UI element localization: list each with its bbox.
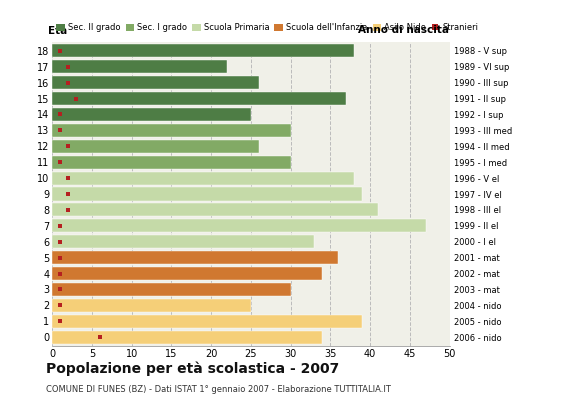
- Bar: [52, 140, 259, 153]
- Bar: [52, 331, 322, 344]
- Text: Anno di nascita: Anno di nascita: [358, 25, 450, 35]
- Bar: [52, 251, 338, 264]
- Bar: [52, 235, 314, 248]
- Bar: [52, 188, 362, 200]
- Bar: [52, 76, 259, 89]
- Bar: [52, 283, 291, 296]
- Bar: [52, 315, 362, 328]
- Text: Popolazione per età scolastica - 2007: Popolazione per età scolastica - 2007: [46, 362, 340, 376]
- Bar: [52, 219, 426, 232]
- Bar: [52, 92, 346, 105]
- Bar: [52, 44, 354, 57]
- Text: COMUNE DI FUNES (BZ) - Dati ISTAT 1° gennaio 2007 - Elaborazione TUTTITALIA.IT: COMUNE DI FUNES (BZ) - Dati ISTAT 1° gen…: [46, 385, 392, 394]
- Bar: [52, 124, 291, 137]
- Bar: [52, 172, 354, 185]
- Text: Età: Età: [48, 26, 67, 36]
- Bar: [52, 156, 291, 169]
- Legend: Sec. II grado, Sec. I grado, Scuola Primaria, Scuola dell'Infanzia, Asilo Nido, : Sec. II grado, Sec. I grado, Scuola Prim…: [56, 23, 478, 32]
- Bar: [52, 299, 251, 312]
- Bar: [52, 267, 322, 280]
- Bar: [52, 60, 227, 73]
- Bar: [52, 203, 378, 216]
- Bar: [52, 108, 251, 121]
